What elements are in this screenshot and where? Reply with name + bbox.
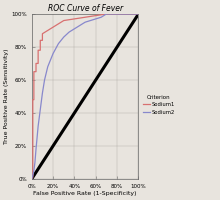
X-axis label: False Positive Rate (1-Specificity): False Positive Rate (1-Specificity): [33, 191, 137, 196]
Sodium1: [33, 70, 35, 73]
Sodium2: [37, 125, 39, 127]
Sodium1: [31, 176, 34, 178]
Title: ROC Curve of Fever: ROC Curve of Fever: [48, 4, 123, 13]
Sodium2: [137, 13, 140, 15]
Sodium2: [94, 18, 97, 20]
Sodium2: [31, 174, 34, 177]
Sodium1: [73, 18, 76, 20]
Sodium1: [30, 178, 33, 180]
Sodium2: [68, 31, 70, 33]
Sodium2: [33, 169, 35, 172]
Sodium2: [89, 19, 92, 22]
Y-axis label: True Positive Rate (Sensitivity): True Positive Rate (Sensitivity): [4, 49, 9, 144]
Sodium1: [84, 16, 86, 18]
Sodium2: [105, 13, 108, 15]
Sodium1: [39, 49, 42, 51]
Sodium2: [79, 24, 81, 27]
Sodium1: [94, 14, 97, 17]
Sodium1: [39, 39, 42, 42]
Sodium2: [36, 136, 38, 139]
Sodium2: [46, 66, 49, 68]
Sodium1: [31, 99, 34, 101]
Sodium1: [46, 29, 49, 32]
Line: Sodium2: Sodium2: [32, 14, 138, 179]
Line: Sodium1: Sodium1: [32, 14, 138, 179]
Sodium2: [43, 79, 46, 81]
Sodium2: [52, 52, 54, 55]
Sodium1: [105, 13, 108, 15]
Sodium1: [35, 62, 37, 65]
Sodium2: [73, 28, 76, 30]
Sodium1: [37, 62, 39, 65]
Sodium2: [62, 36, 65, 38]
Sodium1: [33, 99, 35, 101]
Sodium2: [57, 42, 60, 45]
Sodium1: [37, 49, 39, 51]
Sodium2: [41, 92, 44, 94]
Sodium1: [35, 70, 37, 73]
Sodium2: [84, 21, 86, 23]
Sodium1: [41, 33, 44, 35]
Sodium1: [57, 23, 60, 25]
Sodium1: [137, 13, 140, 15]
Sodium2: [35, 148, 37, 150]
Legend: Sodium1, Sodium2: Sodium1, Sodium2: [142, 93, 176, 116]
Sodium2: [100, 16, 103, 18]
Sodium2: [39, 108, 42, 111]
Sodium1: [62, 19, 65, 22]
Sodium1: [41, 39, 44, 42]
Sodium2: [30, 178, 33, 180]
Sodium1: [52, 26, 54, 28]
Sodium2: [34, 161, 36, 164]
